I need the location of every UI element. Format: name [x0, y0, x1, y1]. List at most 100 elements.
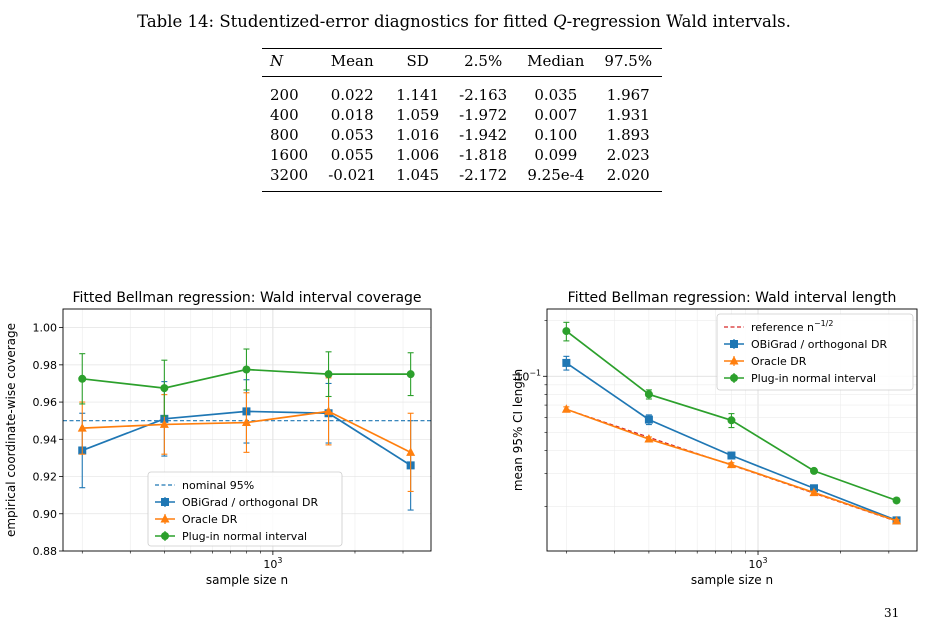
- marker-triangle: [561, 404, 571, 413]
- table-cell: 1.931: [606, 106, 650, 124]
- table-row: 3200 -0.021 1.045 -2.172 9.25e-4 2.020: [262, 165, 663, 192]
- marker-triangle: [726, 459, 736, 469]
- table-cell: 1.006: [396, 146, 440, 164]
- marker-circle: [242, 365, 251, 374]
- y-tick-label: 0.92: [33, 471, 58, 484]
- legend-box: [716, 313, 914, 391]
- legend-label: Plug-in normal interval: [751, 372, 876, 385]
- table-cell: 400: [270, 106, 299, 124]
- diagnostics-table: N Mean SD 2.5% Median 97.5% 200 0.022 1.…: [262, 48, 663, 192]
- marker-circle: [730, 374, 738, 382]
- series-circle: [562, 321, 901, 505]
- y-tick-label: 0.90: [33, 508, 58, 521]
- marker-circle: [324, 370, 333, 379]
- page-number: 31: [884, 606, 900, 620]
- marker-square: [644, 415, 653, 424]
- marker-square: [161, 498, 169, 506]
- series-circle: [78, 348, 415, 417]
- marker-triangle: [644, 434, 654, 443]
- caption-symbol: Q: [553, 12, 567, 31]
- table-cell: 0.099: [534, 146, 578, 164]
- marker-triangle: [159, 419, 169, 428]
- table-cell: 1.059: [396, 106, 440, 124]
- table-cell: 200: [270, 86, 299, 104]
- x-tick-label: 103: [749, 556, 768, 571]
- table-cell: -0.021: [328, 166, 377, 184]
- marker-square: [727, 451, 736, 460]
- y-tick-label: 1.00: [33, 322, 58, 335]
- marker-circle: [727, 416, 736, 425]
- plot-frame: [546, 308, 918, 552]
- marker-triangle: [324, 406, 334, 415]
- marker-triangle: [809, 487, 819, 497]
- legend-label: Oracle DR: [182, 513, 238, 526]
- legend-label: nominal 95%: [182, 479, 254, 492]
- table-cell: 1.893: [606, 126, 650, 144]
- x-axis-label: sample size n: [691, 573, 773, 587]
- table-cell: 0.018: [330, 106, 374, 124]
- y-tick-label: 0.88: [33, 545, 58, 558]
- marker-circle: [809, 466, 818, 475]
- marker-circle: [892, 496, 901, 505]
- y-tick-label: 0.96: [33, 396, 58, 409]
- table-cell: 0.100: [534, 126, 578, 144]
- table-cell: 3200: [270, 166, 309, 184]
- table-caption: Table 14: Studentized-error diagnostics …: [0, 12, 928, 31]
- table-cell: -1.972: [459, 106, 508, 124]
- marker-circle: [562, 327, 571, 336]
- column-header: Mean: [330, 52, 374, 70]
- table-cell: 0.055: [330, 146, 374, 164]
- marker-circle: [160, 384, 169, 393]
- marker-triangle: [406, 447, 416, 456]
- table-cell: 0.035: [534, 86, 578, 104]
- plot-frame: [62, 308, 432, 552]
- y-tick-label: 0.94: [33, 433, 58, 446]
- y-axis-label: empirical coordinate-wise coverage: [4, 323, 18, 537]
- table-cell: -1.942: [459, 126, 508, 144]
- marker-circle: [406, 370, 415, 379]
- table-cell: 1.045: [396, 166, 440, 184]
- table-cell: 0.022: [330, 86, 374, 104]
- legend-label: Plug-in normal interval: [182, 530, 307, 543]
- caption-prefix: Table 14: Studentized-error diagnostics …: [137, 12, 554, 31]
- table-cell: -1.818: [459, 146, 508, 164]
- table-cell: 2.023: [606, 146, 650, 164]
- table-cell: 0.007: [534, 106, 578, 124]
- marker-circle: [78, 374, 87, 383]
- marker-square: [730, 340, 738, 348]
- table-row: 800 0.053 1.016 -1.942 0.100 1.893: [262, 125, 662, 145]
- y-tick-label: 0.98: [33, 359, 58, 372]
- chart-title: Fitted Bellman regression: Wald interval…: [72, 290, 421, 306]
- table-cell: 0.053: [330, 126, 374, 144]
- marker-triangle: [892, 515, 902, 525]
- table-cell: 800: [270, 126, 299, 144]
- caption-suffix: -regression Wald intervals.: [566, 12, 791, 31]
- marker-triangle: [160, 514, 170, 523]
- legend-label: Oracle DR: [751, 355, 807, 368]
- table-cell: 1.967: [606, 86, 650, 104]
- table-cell: 2.020: [606, 166, 650, 184]
- marker-triangle: [77, 423, 87, 432]
- legend-label: OBiGrad / orthogonal DR: [182, 496, 318, 509]
- column-header: SD: [406, 52, 429, 70]
- table-row: 1600 0.055 1.006 -1.818 0.099 2.023: [262, 145, 662, 165]
- column-header: 2.5%: [464, 52, 503, 70]
- table-cell: -2.163: [459, 86, 508, 104]
- chart-title: Fitted Bellman regression: Wald interval…: [568, 290, 897, 306]
- legend-label: reference n−1/2: [751, 319, 833, 334]
- table-cell: 9.25e-4: [527, 166, 585, 184]
- marker-square: [562, 358, 571, 367]
- column-header: 97.5%: [604, 52, 653, 70]
- x-axis-label: sample size n: [206, 573, 288, 587]
- x-tick-label: 103: [263, 556, 282, 571]
- table-cell: 1.141: [396, 86, 440, 104]
- table-row: 200 0.022 1.141 -2.163 0.035 1.967: [262, 77, 662, 106]
- marker-triangle: [241, 417, 251, 427]
- marker-circle: [161, 532, 169, 540]
- series-triangle: [561, 404, 902, 525]
- table-header-row: N Mean SD 2.5% Median 97.5%: [262, 48, 663, 77]
- marker-triangle: [729, 356, 739, 365]
- y-axis-label: mean 95% CI length: [511, 369, 525, 491]
